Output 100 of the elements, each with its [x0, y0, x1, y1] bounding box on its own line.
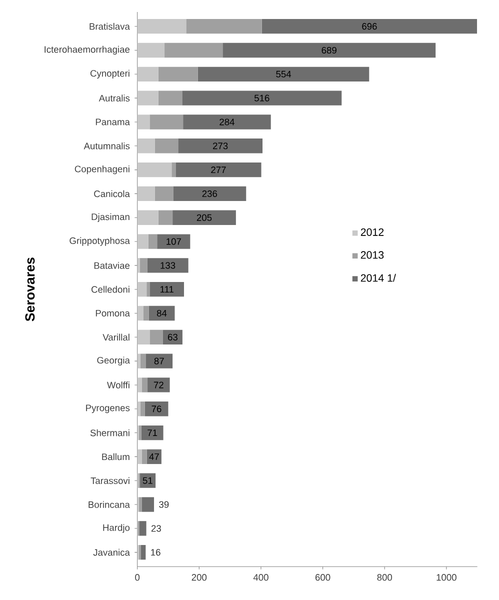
bar: [138, 138, 156, 154]
data-label: 76: [152, 406, 162, 412]
data-label: 39: [159, 501, 169, 508]
bar: [147, 449, 162, 464]
bar: [150, 330, 164, 344]
bar: [142, 497, 154, 512]
bar: [146, 282, 150, 297]
bar: [138, 402, 141, 416]
x-tick-label: 400: [254, 574, 269, 581]
y-tick-label: Shermani: [90, 429, 130, 436]
bar: [157, 234, 190, 249]
data-label: 16: [151, 549, 161, 556]
y-tick-label: Icterohaemorrhagiae: [44, 46, 130, 55]
data-label: 273: [213, 142, 228, 150]
bar: [140, 544, 146, 560]
bar: [138, 354, 141, 368]
y-tick-label: Copenhageni: [75, 165, 130, 174]
data-label: 84: [157, 310, 167, 317]
bar: [138, 66, 159, 82]
bar: [155, 186, 174, 202]
bar: [158, 66, 198, 82]
bar: [142, 378, 148, 392]
data-label: 63: [168, 334, 178, 340]
y-tick-label: Varillal: [102, 334, 130, 341]
bar: [172, 162, 176, 178]
y-tick-label: Hardjo: [103, 524, 130, 533]
bar: [140, 258, 148, 273]
legend-label: 2013: [361, 251, 384, 259]
bar: [172, 210, 236, 225]
bar: [138, 114, 150, 130]
bar: [158, 210, 173, 225]
y-tick-label: Pyrogenes: [86, 404, 130, 414]
bar: [262, 19, 478, 34]
bar: [164, 42, 223, 58]
y-tick-label: Borincana: [88, 501, 130, 508]
data-label: 47: [149, 453, 160, 460]
x-tick-label: 200: [192, 574, 207, 581]
bar: [142, 449, 148, 464]
data-label: 87: [154, 358, 164, 364]
bar: [176, 162, 262, 178]
bar: [138, 234, 149, 249]
bar: [144, 402, 168, 416]
bar: [173, 186, 246, 202]
legend-label: 2012: [361, 228, 384, 236]
y-tick-label: Javanica: [93, 548, 130, 556]
bar: [183, 114, 272, 130]
bar: [222, 42, 436, 58]
bar: [138, 162, 172, 178]
bar: [139, 497, 142, 512]
legend-label: 2014 1/: [361, 274, 396, 282]
y-tick-label: Wolffi: [107, 382, 130, 388]
y-tick-label: Cynopteri: [90, 70, 130, 79]
y-axis-title: Serovares: [25, 258, 35, 322]
y-tick-label: Autralis: [99, 94, 130, 102]
x-tick-label: 0: [135, 574, 140, 581]
y-tick-label: Tarassovi: [90, 477, 130, 484]
bar: [138, 449, 142, 464]
bar: [178, 138, 263, 154]
bar: [138, 186, 156, 202]
bar: [138, 90, 159, 106]
data-label: 72: [154, 382, 164, 388]
data-label: 107: [166, 238, 182, 245]
bar: [158, 90, 182, 106]
bar: [142, 425, 164, 440]
y-tick-label: Pomona: [96, 310, 130, 316]
y-tick-label: Djasiman: [92, 213, 130, 222]
bar: [138, 19, 186, 34]
bar: [148, 378, 170, 392]
bar: [138, 42, 165, 58]
data-label: 205: [197, 214, 212, 221]
bar: [155, 138, 178, 154]
bar: [186, 19, 262, 34]
x-tick-label: 1000: [436, 574, 457, 581]
bar: [138, 378, 142, 392]
y-tick-label: Ballum: [102, 453, 130, 460]
y-tick-label: Bataviae: [94, 262, 130, 269]
x-tick-label: 800: [377, 574, 392, 581]
bar: [144, 306, 149, 321]
bar: [163, 330, 183, 344]
bar: [138, 306, 144, 321]
data-label: 133: [160, 262, 176, 269]
data-label: 111: [160, 286, 174, 293]
data-label: 23: [152, 525, 162, 532]
y-tick-label: Autumnalis: [84, 142, 130, 150]
data-label: 71: [148, 430, 158, 436]
y-tick-label: Georgia: [97, 356, 130, 366]
bar: [138, 330, 150, 344]
bar: [140, 354, 146, 368]
bar: [147, 258, 189, 273]
data-label: 696: [362, 23, 377, 30]
y-tick-label: Bratislava: [90, 22, 130, 30]
data-label: 554: [276, 70, 292, 78]
bar: [148, 306, 175, 321]
bar: [138, 282, 147, 297]
data-label: 51: [143, 477, 153, 484]
bar: [140, 402, 145, 416]
y-tick-label: Grippotyphosa: [70, 237, 130, 246]
data-label: 516: [254, 94, 270, 102]
data-label: 236: [202, 190, 218, 197]
y-tick-label: Panama: [96, 118, 130, 126]
